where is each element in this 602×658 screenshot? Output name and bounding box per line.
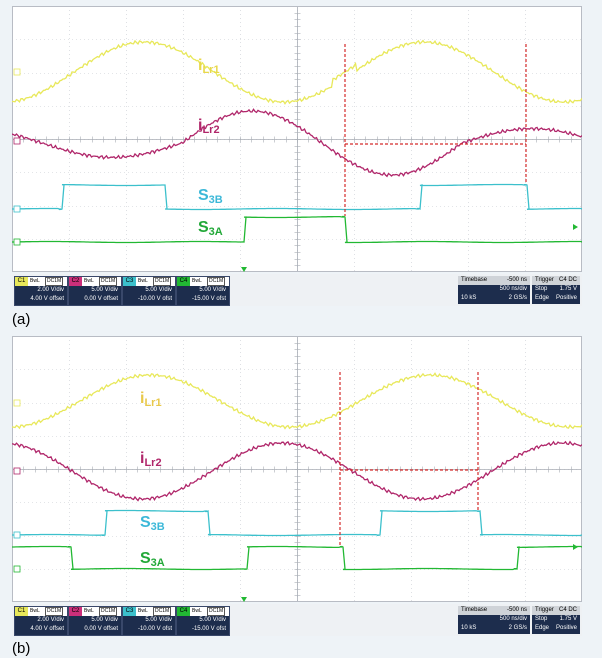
- scope-screen-a: iLr1 iLr2 S3B S3A: [12, 6, 582, 272]
- trace-ilr1-b: [12, 372, 582, 430]
- channel-box-c2-a: C2 BwL DC1M 5.00 V/div 0.00 V offset: [68, 276, 122, 306]
- grid-b: [12, 336, 582, 602]
- trace-s3a-a: [12, 215, 582, 244]
- ground-marker-a: [13, 68, 21, 76]
- timebase-box-b: Timebase -500 ns 500 ns/div 10 kS 2 GS/s: [458, 606, 530, 634]
- trigger-level-marker-a: [573, 224, 578, 230]
- label-ilr2-a: iLr2: [198, 117, 220, 136]
- channel-box-c4-b: C4 BwL DC1M 5.00 V/div -15.00 V ofst: [176, 606, 230, 636]
- ground-marker-a: [13, 137, 21, 145]
- scope-svg-a: iLr1 iLr2 S3B S3A: [12, 6, 582, 272]
- ground-marker-a: [13, 238, 21, 246]
- channel-box-c1-a: C1 BwL DC1M 2.00 V/div 4.00 V offset: [14, 276, 68, 306]
- trigger-box-a: Trigger C4 DC Stop 1.75 V Edge Positive: [532, 276, 580, 304]
- trace-ilr2-b: [12, 440, 582, 502]
- trigger-time-marker-b: [241, 597, 247, 602]
- status-bar-b: C1 BwL DC1M 2.00 V/div 4.00 V offset C2 BwL…: [12, 604, 582, 636]
- trace-ilr1-a: [12, 39, 582, 105]
- trigger-box-b: Trigger C4 DC Stop 1.75 V Edge Positive: [532, 606, 580, 634]
- label-ilr1-a: iLr1: [198, 57, 220, 76]
- markers-b: [13, 372, 578, 602]
- panel-label-b: (b): [12, 640, 31, 657]
- label-ilr2-b: iLr2: [140, 450, 162, 469]
- channel-box-c3-b: C3 BwL DC1M 5.00 V/div -10.00 V ofst: [122, 606, 176, 636]
- trace-s3b-a: [12, 183, 582, 211]
- trace-ilr2-a: [12, 108, 582, 178]
- channel-box-c4-a: C4 BwL DC1M 5.00 V/div -15.00 V ofst: [176, 276, 230, 306]
- scope-screen-b: iLr1 iLr2 S3B S3A: [12, 336, 582, 602]
- panel-label-a: (a): [12, 311, 31, 328]
- markers-a: [13, 44, 578, 272]
- trigger-time-marker-a: [241, 267, 247, 272]
- traces-a: [12, 39, 582, 244]
- label-s3a-b: S3A: [140, 550, 165, 569]
- trace-s3b-b: [12, 509, 582, 537]
- trace-s3a-b: [12, 545, 582, 571]
- label-s3b-a: S3B: [198, 187, 223, 206]
- ground-marker-a: [13, 205, 21, 213]
- label-ilr1-b: iLr1: [140, 390, 162, 409]
- label-s3a-a: S3A: [198, 219, 223, 238]
- ground-marker-b: [13, 467, 21, 475]
- ground-marker-b: [13, 531, 21, 539]
- label-s3b-b: S3B: [140, 514, 165, 533]
- channel-box-c1-b: C1 BwL DC1M 2.00 V/div 4.00 V offset: [14, 606, 68, 636]
- grid-a: [12, 6, 582, 272]
- traces-b: [12, 372, 582, 571]
- timebase-box-a: Timebase -500 ns 500 ns/div 10 kS 2 GS/s: [458, 276, 530, 304]
- grid-border-a: [12, 6, 582, 272]
- channel-box-c2-b: C2 BwL DC1M 5.00 V/div 0.00 V offset: [68, 606, 122, 636]
- status-bar-a: C1 BwL DC1M 2.00 V/div 4.00 V offset C2 BwL…: [12, 274, 582, 306]
- trigger-level-marker-b: [573, 544, 578, 550]
- scope-svg-b: iLr1 iLr2 S3B S3A: [12, 336, 582, 602]
- channel-box-c3-a: C3 BwL DC1M 5.00 V/div -10.00 V ofst: [122, 276, 176, 306]
- grid-border-b: [12, 336, 582, 602]
- ground-marker-b: [13, 399, 21, 407]
- ground-marker-b: [13, 565, 21, 573]
